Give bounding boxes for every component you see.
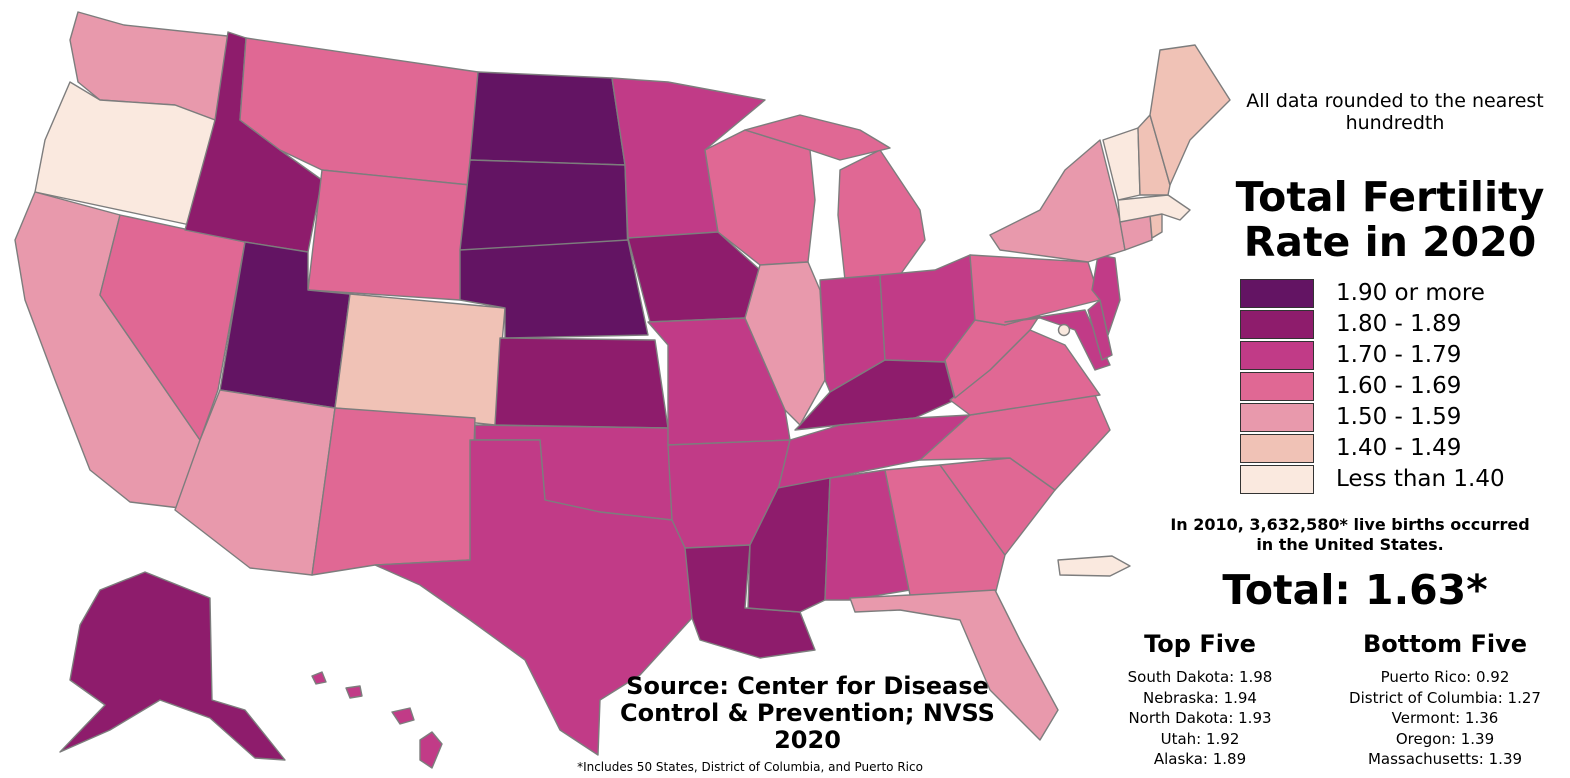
legend-swatch xyxy=(1240,465,1314,494)
state-alaska xyxy=(59,571,286,761)
state-illinois xyxy=(744,261,826,426)
state-colorado xyxy=(334,293,506,426)
state-hawaii xyxy=(419,731,443,769)
list-item: Massachusetts: 1.39 xyxy=(1367,750,1523,768)
legend-label: Less than 1.40 xyxy=(1336,466,1505,492)
list-item: Alaska: 1.89 xyxy=(1153,750,1247,768)
state-hawaii-maui xyxy=(391,707,415,725)
top-five-list: South Dakota: 1.98 Nebraska: 1.94 North Da… xyxy=(1100,667,1300,770)
list-item: Nebraska: 1.94 xyxy=(1143,688,1257,707)
top-five-heading: Top Five xyxy=(1144,630,1256,658)
state-michigan xyxy=(837,149,926,281)
state-new-mexico xyxy=(311,407,476,576)
legend-row: Less than 1.40 xyxy=(1240,464,1505,495)
legend-row: 1.40 - 1.49 xyxy=(1240,433,1505,464)
state-michigan-up xyxy=(744,114,891,161)
state-puerto-rico xyxy=(1057,555,1131,577)
legend-row: 1.90 or more xyxy=(1240,278,1505,309)
state-maine xyxy=(1149,44,1231,186)
legend-swatch xyxy=(1240,372,1314,401)
state-kansas xyxy=(494,337,669,429)
rounding-note: All data rounded to the nearest hundredt… xyxy=(1246,90,1544,134)
state-louisiana xyxy=(684,544,816,659)
list-item: North Dakota: 1.93 xyxy=(1128,709,1272,727)
footnote: *Includes 50 States, District of Columbi… xyxy=(577,760,923,774)
list-item: Utah: 1.92 xyxy=(1160,729,1240,748)
births-note: In 2010, 3,632,580* live births occurred… xyxy=(1170,515,1530,554)
legend-label: 1.70 - 1.79 xyxy=(1336,342,1462,368)
legend-swatch xyxy=(1240,341,1314,370)
state-texas xyxy=(374,439,693,756)
legend-label: 1.80 - 1.89 xyxy=(1336,311,1462,337)
list-item: District of Columbia: 1.27 xyxy=(1349,688,1541,707)
legend-label: 1.50 - 1.59 xyxy=(1336,404,1462,430)
state-wyoming xyxy=(307,169,471,301)
total-rate: Total: 1.63* xyxy=(1222,566,1488,614)
legend-swatch xyxy=(1240,403,1314,432)
list-item: South Dakota: 1.98 xyxy=(1127,668,1273,686)
list-item: Vermont: 1.36 xyxy=(1391,709,1499,727)
legend-swatch xyxy=(1240,279,1314,308)
legend-row: 1.60 - 1.69 xyxy=(1240,371,1505,402)
state-new-york xyxy=(989,139,1126,263)
state-delaware xyxy=(1087,299,1113,361)
legend-label: 1.60 - 1.69 xyxy=(1336,373,1462,399)
state-hawaii-kauai xyxy=(311,671,327,685)
map-title: Total Fertility Rate in 2020 xyxy=(1235,173,1545,266)
source-citation: Source: Center for Disease Control & Pre… xyxy=(620,672,995,754)
state-new-jersey xyxy=(1091,254,1121,336)
bottom-five-heading: Bottom Five xyxy=(1362,630,1528,658)
state-rhode-island xyxy=(1149,213,1163,239)
legend-row: 1.70 - 1.79 xyxy=(1240,340,1505,371)
state-florida xyxy=(849,589,1059,741)
state-north-dakota xyxy=(469,71,626,166)
legend-label: 1.90 or more xyxy=(1336,280,1485,306)
state-hawaii-oahu xyxy=(345,685,363,699)
bottom-five-list: Puerto Rico: 0.92 District of Columbia: 1… xyxy=(1325,667,1565,770)
state-district-of-columbia xyxy=(1057,323,1071,337)
state-georgia xyxy=(884,464,1006,596)
state-maryland xyxy=(1004,309,1111,371)
list-item: Oregon: 1.39 xyxy=(1395,729,1495,748)
legend-row: 1.50 - 1.59 xyxy=(1240,402,1505,433)
state-new-hampshire xyxy=(1137,114,1171,196)
legend: 1.90 or more 1.80 - 1.89 1.70 - 1.79 1.60 -… xyxy=(1240,278,1505,495)
legend-label: 1.40 - 1.49 xyxy=(1336,435,1462,461)
state-alabama xyxy=(824,469,911,601)
legend-swatch xyxy=(1240,434,1314,463)
state-south-dakota xyxy=(459,159,629,256)
list-item: Puerto Rico: 0.92 xyxy=(1380,668,1510,686)
legend-swatch xyxy=(1240,310,1314,339)
legend-row: 1.80 - 1.89 xyxy=(1240,309,1505,340)
